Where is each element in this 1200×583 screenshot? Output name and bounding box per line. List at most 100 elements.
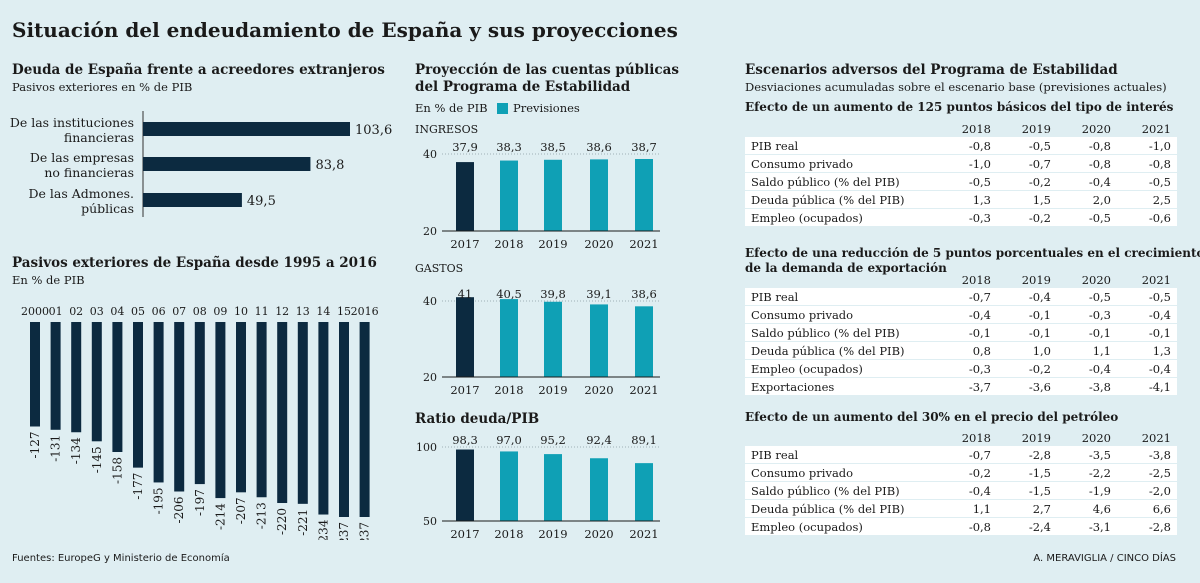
- year-tick-label: 12: [275, 305, 289, 318]
- cell: 1,1: [1057, 341, 1117, 360]
- cell: -0,3: [937, 208, 997, 227]
- row-label: Empleo (ocupados): [745, 208, 937, 227]
- table-row: Empleo (ocupados) -0,8 -2,4 -3,1 -2,8: [745, 517, 1177, 536]
- year-tick-label: 2019: [538, 237, 567, 251]
- year-tick-label: 2018: [494, 527, 523, 541]
- bar: [174, 322, 185, 492]
- cell: -1,5: [997, 463, 1057, 482]
- cell: -0,7: [937, 288, 997, 306]
- row-label: PIB real: [745, 446, 937, 464]
- cell: -0,5: [937, 172, 997, 191]
- table-row: Consumo privado -1,0 -0,7 -0,8 -0,8: [745, 154, 1177, 173]
- table-row: Saldo público (% del PIB) -0,1 -0,1 -0,1…: [745, 323, 1177, 342]
- bar: [277, 322, 288, 504]
- cell: -2,4: [997, 517, 1057, 536]
- pasivos-subtitle: En % de PIB: [12, 273, 85, 287]
- cell: -0,4: [937, 481, 997, 500]
- proyeccion-title-2: del Programa de Estabilidad: [415, 79, 631, 95]
- table-row: Empleo (ocupados) -0,3 -0,2 -0,4 -0,4: [745, 359, 1177, 378]
- cell: 6,6: [1117, 499, 1177, 518]
- cell: -0,8: [1117, 154, 1177, 173]
- bar-value-label: -134: [69, 437, 83, 464]
- table-row: Saldo público (% del PIB) -0,4 -1,5 -1,9…: [745, 481, 1177, 500]
- year-tick-label: 2017: [450, 237, 479, 251]
- bar-value-label: -197: [193, 489, 207, 516]
- bar: [256, 322, 267, 498]
- cell: 4,6: [1057, 499, 1117, 518]
- cell: -0,2: [997, 208, 1057, 227]
- year-tick-label: 05: [131, 305, 145, 318]
- bar-value-label: -206: [172, 496, 186, 523]
- cell: -2,8: [997, 446, 1057, 464]
- panel-ratio-title: Ratio deuda/PIB: [415, 411, 540, 427]
- legend-swatch-previsiones: [497, 103, 508, 114]
- bar: [456, 162, 474, 231]
- cell: -2,2: [1057, 463, 1117, 482]
- bar-value-label: 97,0: [496, 433, 522, 447]
- bar: [143, 193, 242, 207]
- cell: 0,8: [937, 341, 997, 360]
- year-header: 2021: [1141, 430, 1171, 445]
- year-tick-label: 2017: [450, 527, 479, 541]
- y-tick-label: 40: [423, 148, 437, 161]
- cell: 1,3: [937, 190, 997, 209]
- legend-unit: En % de PIB: [415, 101, 488, 115]
- cell: -3,1: [1057, 517, 1117, 536]
- ratio-chart: 100 50 98,3 2017 97,0 2018 95,2 2019 92,4 2020 89,…: [416, 433, 660, 541]
- cell: -0,2: [997, 172, 1057, 191]
- category-label: no financieras: [44, 165, 134, 180]
- bar: [590, 304, 608, 377]
- year-tick-label: 2019: [538, 383, 567, 397]
- table-header-row: 2018 2019 2020 2021: [745, 271, 1177, 288]
- bar-value-label: -195: [152, 487, 166, 514]
- row-label: Saldo público (% del PIB): [745, 172, 937, 191]
- cell: -0,1: [997, 305, 1057, 324]
- row-label: Saldo público (% del PIB): [745, 323, 937, 342]
- table-petroleo: 2018 2019 2020 2021 PIB real -0,7 -2,8 -…: [745, 429, 1177, 536]
- table-exportacion: 2018 2019 2020 2021 PIB real -0,7 -0,4 -…: [745, 271, 1177, 396]
- cell: -0,1: [937, 323, 997, 342]
- panel-ingresos-title: INGRESOS: [415, 123, 479, 136]
- year-header: 2018: [961, 121, 991, 136]
- table-row: PIB real -0,7 -2,8 -3,5 -3,8: [745, 446, 1177, 464]
- table-row: Saldo público (% del PIB) -0,5 -0,2 -0,4…: [745, 172, 1177, 191]
- year-tick-label: 10: [234, 305, 248, 318]
- cell: -3,8: [1057, 377, 1117, 396]
- year-tick-label: 2020: [584, 237, 613, 251]
- panel-gastos-title: GASTOS: [415, 262, 464, 275]
- table-row: Deuda pública (% del PIB) 1,3 1,5 2,0 2,…: [745, 190, 1177, 209]
- escenarios-title: Escenarios adversos del Programa de Esta…: [745, 62, 1118, 78]
- bar-value-label: -131: [49, 435, 63, 462]
- table-row: Exportaciones -3,7 -3,6 -3,8 -4,1: [745, 377, 1177, 396]
- bar: [590, 458, 608, 521]
- row-label: Saldo público (% del PIB): [745, 481, 937, 500]
- cell: 1,3: [1117, 341, 1177, 360]
- bar: [91, 322, 102, 442]
- bar-value-label: 83,8: [315, 158, 344, 173]
- y-tick-label: 40: [423, 295, 437, 308]
- cell: -0,6: [1117, 208, 1177, 227]
- year-tick-label: 2021: [629, 527, 658, 541]
- bar: [153, 322, 164, 483]
- bar-value-label: 92,4: [586, 433, 612, 447]
- category-label: De las Admones.: [29, 186, 134, 201]
- year-tick-label: 15: [337, 305, 351, 318]
- year-header: 2019: [1021, 430, 1051, 445]
- bar: [544, 301, 562, 377]
- year-header: 2021: [1141, 121, 1171, 136]
- table-row: PIB real -0,8 -0,5 -0,8 -1,0: [745, 137, 1177, 155]
- bar: [236, 322, 246, 493]
- bar-value-label: 39,1: [586, 287, 612, 301]
- year-tick-label: 2017: [450, 383, 479, 397]
- bar-value-label: -234: [316, 519, 330, 540]
- bar: [456, 297, 474, 377]
- debt-creditors-subtitle: Pasivos exteriores en % de PIB: [12, 80, 193, 94]
- cell: -0,1: [1117, 323, 1177, 342]
- bar-value-label: 38,6: [631, 287, 657, 301]
- cell: -0,3: [1057, 305, 1117, 324]
- category-label: financieras: [64, 130, 134, 145]
- bar: [297, 322, 308, 504]
- cell: -0,2: [997, 359, 1057, 378]
- year-tick-label: 2000: [21, 305, 49, 318]
- cell: -0,4: [1117, 359, 1177, 378]
